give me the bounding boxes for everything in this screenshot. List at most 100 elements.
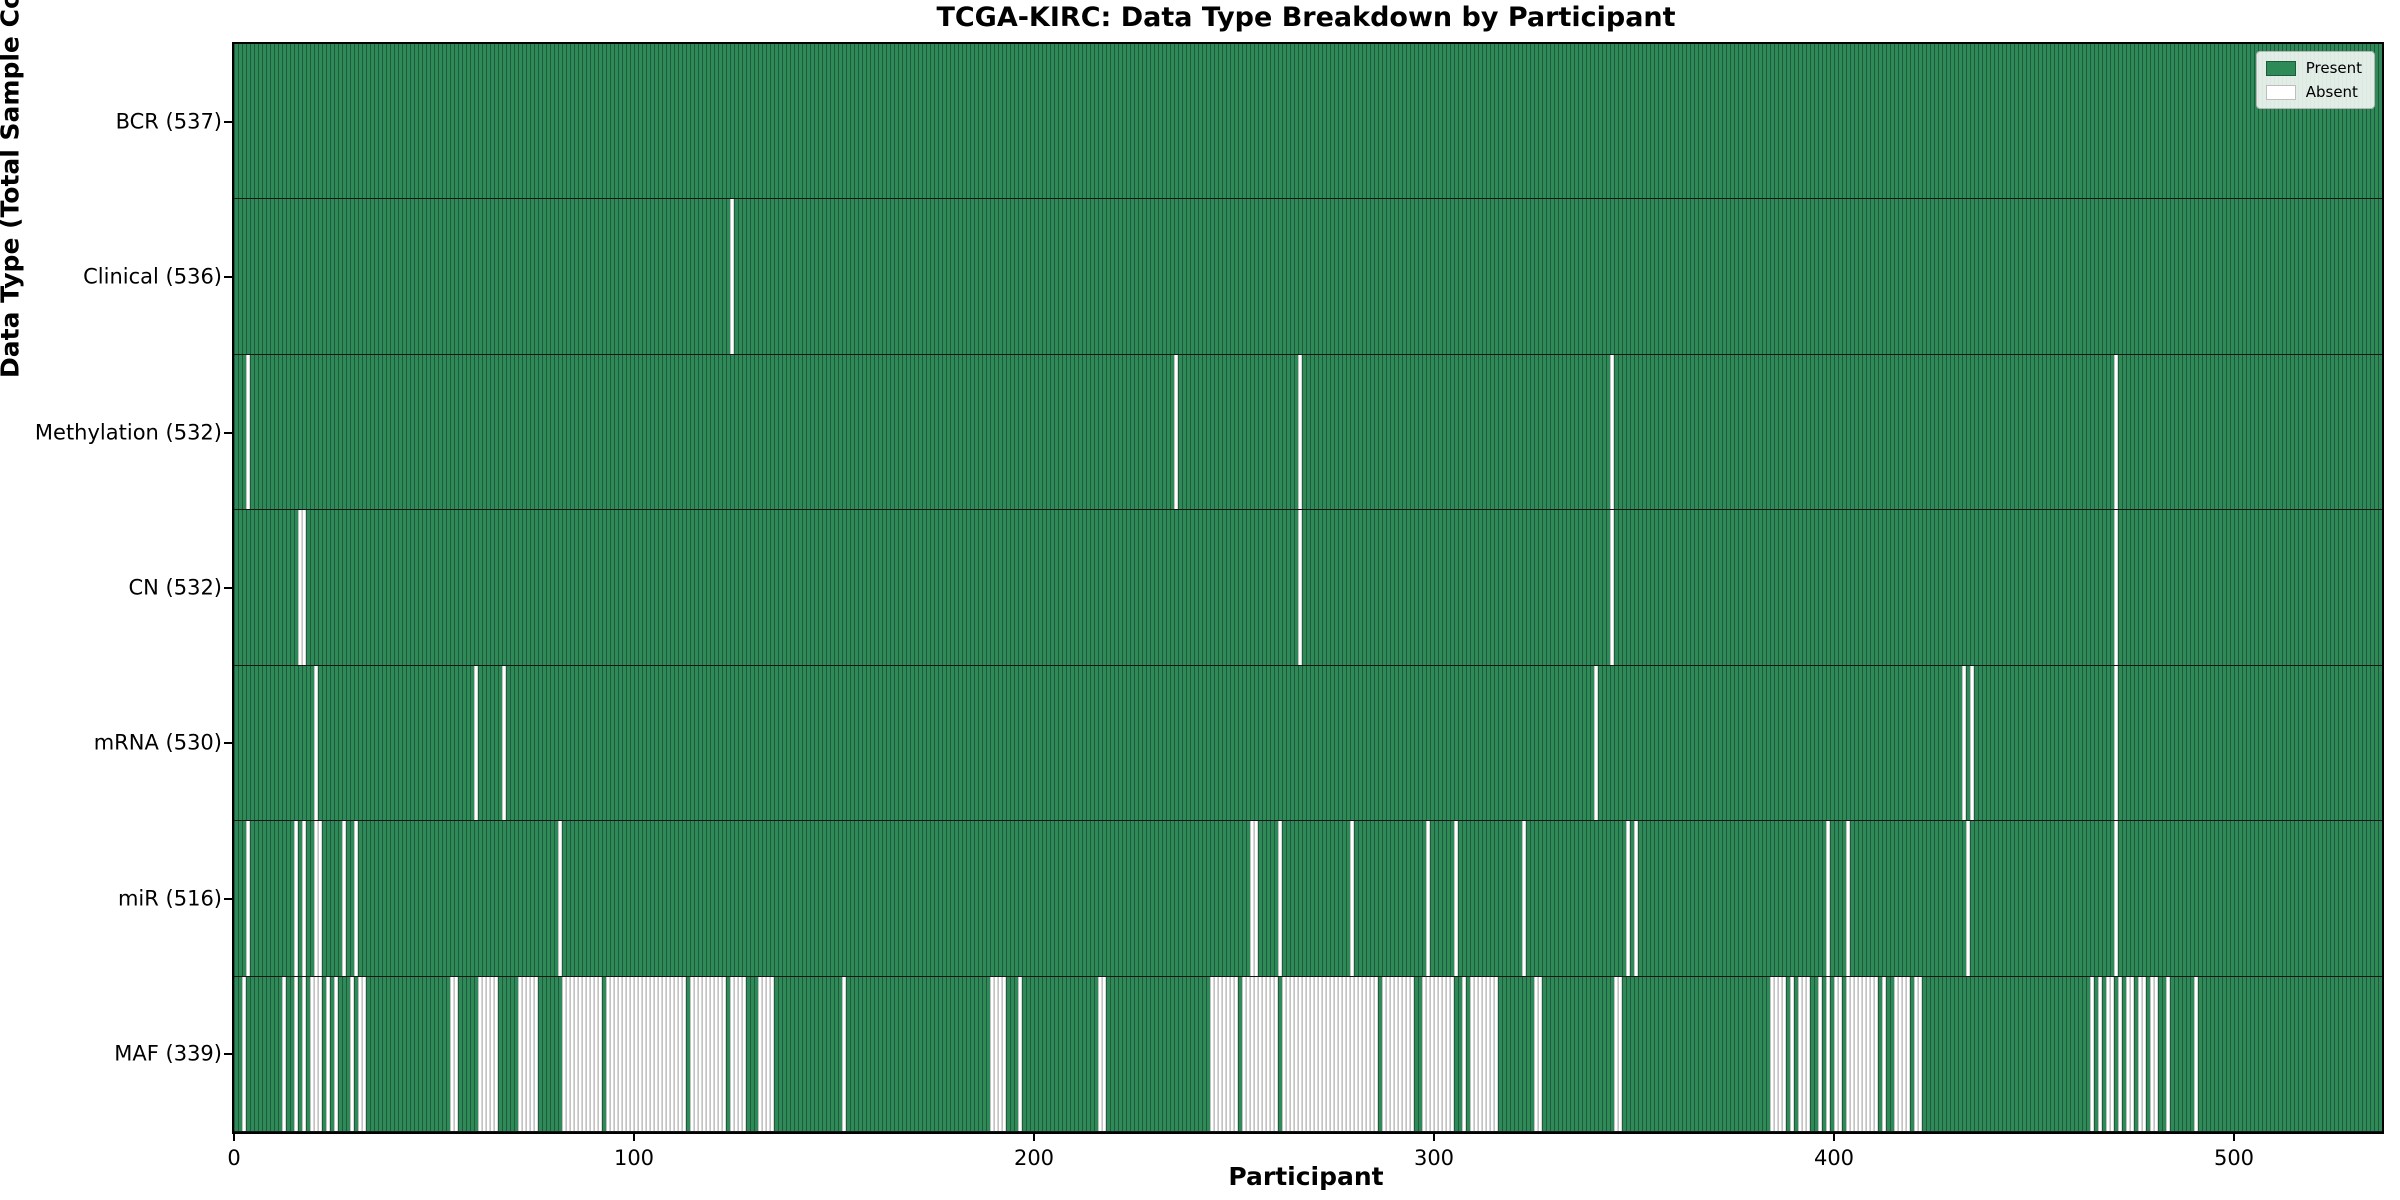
x-tick-label-500: 500 <box>2213 1146 2255 1170</box>
absent-bar-maf-82 <box>562 977 566 1131</box>
y-tick-mark-maf <box>224 1053 232 1056</box>
absent-bar-maf-274 <box>1330 977 1334 1131</box>
absent-bar-maf-410 <box>1874 977 1878 1131</box>
absent-bar-maf-389 <box>1790 977 1794 1131</box>
absent-bar-cn-16 <box>298 510 302 665</box>
absent-bar-maf-412 <box>1882 977 1886 1131</box>
absent-bar-maf-400 <box>1834 977 1838 1131</box>
absent-bar-maf-109 <box>670 977 674 1131</box>
row-mir <box>234 821 2382 977</box>
x-tick-label-400: 400 <box>1813 1146 1855 1170</box>
absent-bar-mrna-67 <box>502 666 506 820</box>
absent-bar-maf-17 <box>302 977 306 1131</box>
absent-bar-mrna-60 <box>474 666 478 820</box>
absent-bar-maf-417 <box>1902 977 1906 1131</box>
absent-bar-maf-189 <box>990 977 994 1131</box>
y-tick-label-bcr: BCR (537) <box>115 109 222 134</box>
y-tick-label-methylation: Methylation (532) <box>34 420 222 445</box>
absent-bar-maf-23 <box>326 977 330 1131</box>
absent-bar-maf-325 <box>1534 977 1538 1131</box>
absent-bar-maf-117 <box>702 977 706 1131</box>
absent-bar-maf-2 <box>242 977 246 1131</box>
absent-bar-maf-406 <box>1858 977 1862 1131</box>
absent-bar-mir-403 <box>1846 821 1850 976</box>
absent-bar-maf-284 <box>1370 977 1374 1131</box>
absent-bar-maf-254 <box>1250 977 1254 1131</box>
absent-bar-maf-479 <box>2150 977 2154 1131</box>
y-axis-title: Data Type (Total Sample Count) <box>0 0 25 378</box>
absent-bar-maf-247 <box>1222 977 1226 1131</box>
x-tick-mark-100 <box>633 1132 635 1141</box>
absent-bar-maf-116 <box>698 977 702 1131</box>
absent-bar-maf-398 <box>1826 977 1830 1131</box>
absent-bar-maf-346 <box>1618 977 1622 1131</box>
absent-bar-maf-244 <box>1210 977 1214 1131</box>
absent-bar-maf-253 <box>1246 977 1250 1131</box>
absent-bar-mir-254 <box>1250 821 1254 976</box>
absent-bar-maf-384 <box>1770 977 1774 1131</box>
absent-bar-maf-192 <box>1002 977 1006 1131</box>
absent-bar-maf-31 <box>358 977 362 1131</box>
absent-bar-maf-190 <box>994 977 998 1131</box>
absent-bar-maf-283 <box>1366 977 1370 1131</box>
x-tick-mark-0 <box>233 1132 235 1141</box>
absent-bar-maf-266 <box>1298 977 1302 1131</box>
absent-bar-maf-101 <box>638 977 642 1131</box>
absent-bar-maf-258 <box>1266 977 1270 1131</box>
absent-bar-maf-300 <box>1434 977 1438 1131</box>
absent-bar-maf-420 <box>1914 977 1918 1131</box>
absent-bar-maf-87 <box>582 977 586 1131</box>
absent-bar-cn-17 <box>302 510 306 665</box>
absent-bar-maf-126 <box>738 977 742 1131</box>
absent-bar-maf-260 <box>1274 977 1278 1131</box>
absent-bar-maf-108 <box>666 977 670 1131</box>
absent-bar-cn-266 <box>1298 510 1302 665</box>
absent-bar-maf-252 <box>1242 977 1246 1131</box>
absent-bar-maf-281 <box>1358 977 1362 1131</box>
absent-bar-maf-84 <box>570 977 574 1131</box>
absent-bar-maf-65 <box>494 977 498 1131</box>
absent-bar-maf-405 <box>1854 977 1858 1131</box>
absent-bar-maf-255 <box>1254 977 1258 1131</box>
absent-bar-mir-3 <box>246 821 250 976</box>
absent-bar-maf-345 <box>1614 977 1618 1131</box>
absent-bar-maf-115 <box>694 977 698 1131</box>
absent-bar-maf-471 <box>2118 977 2122 1131</box>
row-cn <box>234 510 2382 666</box>
x-tick-label-300: 300 <box>1413 1146 1455 1170</box>
x-tick-label-200: 200 <box>1013 1146 1055 1170</box>
absent-bar-maf-469 <box>2110 977 2114 1131</box>
absent-bar-maf-294 <box>1410 977 1414 1131</box>
absent-bar-maf-282 <box>1362 977 1366 1131</box>
absent-bar-maf-127 <box>742 977 746 1131</box>
absent-bar-maf-407 <box>1862 977 1866 1131</box>
absent-bar-maf-96 <box>618 977 622 1131</box>
absent-bar-maf-63 <box>486 977 490 1131</box>
y-tick-mark-methylation <box>224 431 232 434</box>
absent-bar-maf-71 <box>518 977 522 1131</box>
absent-bar-methylation-344 <box>1610 355 1614 509</box>
absent-bar-maf-297 <box>1422 977 1426 1131</box>
absent-bar-maf-303 <box>1446 977 1450 1131</box>
absent-bar-maf-275 <box>1334 977 1338 1131</box>
absent-bar-mir-470 <box>2114 821 2118 976</box>
legend-absent-swatch <box>2265 84 2296 100</box>
absent-bar-maf-298 <box>1426 977 1430 1131</box>
absent-bar-maf-273 <box>1326 977 1330 1131</box>
absent-bar-maf-272 <box>1322 977 1326 1131</box>
absent-bar-maf-468 <box>2106 977 2110 1131</box>
absent-bar-maf-263 <box>1286 977 1290 1131</box>
absent-bar-maf-299 <box>1430 977 1434 1131</box>
absent-bar-methylation-3 <box>246 355 250 509</box>
absent-bar-maf-32 <box>362 977 366 1131</box>
absent-bar-maf-391 <box>1798 977 1802 1131</box>
absent-bar-maf-262 <box>1282 977 1286 1131</box>
x-tick-mark-400 <box>1833 1132 1835 1141</box>
absent-bar-cn-344 <box>1610 510 1614 665</box>
absent-bar-maf-132 <box>762 977 766 1131</box>
x-tick-mark-500 <box>2233 1132 2235 1141</box>
absent-bar-maf-387 <box>1782 977 1786 1131</box>
absent-bar-maf-105 <box>654 977 658 1131</box>
legend-present-label: Present <box>2305 59 2362 77</box>
chart-title: TCGA-KIRC: Data Type Breakdown by Partic… <box>936 2 1676 33</box>
